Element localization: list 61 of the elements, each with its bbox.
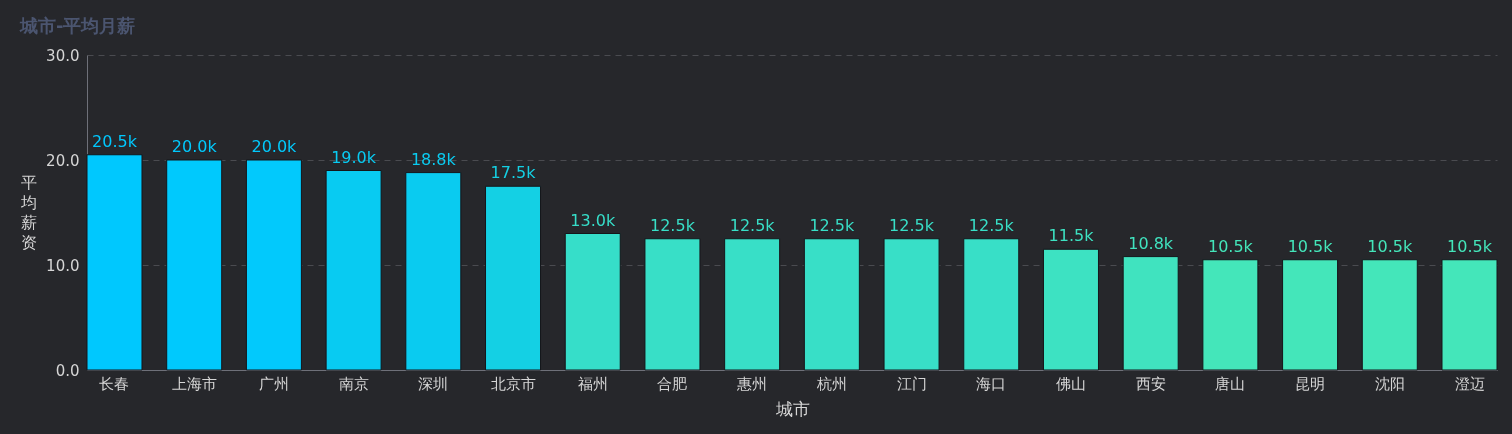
data-label: 12.5k bbox=[650, 215, 696, 235]
bar bbox=[963, 238, 1020, 371]
x-tick-label: 合肥 bbox=[657, 374, 688, 393]
data-label: 12.5k bbox=[809, 215, 856, 235]
data-label: 20.0k bbox=[251, 137, 298, 156]
data-label: 19.0k bbox=[331, 147, 377, 167]
data-label: 10.5k bbox=[1367, 236, 1413, 256]
bar bbox=[644, 238, 701, 371]
bar bbox=[405, 172, 462, 371]
bar bbox=[1441, 259, 1498, 371]
data-label: 17.5k bbox=[490, 163, 537, 183]
x-tick-label: 福州 bbox=[577, 374, 608, 393]
bar bbox=[166, 159, 223, 371]
x-tick-label: 西安 bbox=[1135, 374, 1166, 393]
bar bbox=[803, 238, 860, 371]
x-tick-label: 昆明 bbox=[1295, 374, 1326, 393]
data-label: 10.5k bbox=[1447, 236, 1493, 256]
bar bbox=[1202, 259, 1259, 371]
y-axis-title: 平均薪资 bbox=[19, 173, 37, 252]
x-tick-label: 海口 bbox=[976, 374, 1007, 393]
bar bbox=[564, 233, 621, 371]
data-label: 13.0k bbox=[570, 210, 616, 230]
data-label: 12.5k bbox=[968, 215, 1015, 235]
chart-title: 城市-平均月薪 bbox=[19, 15, 136, 36]
bar bbox=[883, 238, 940, 371]
data-label: 18.8k bbox=[410, 149, 457, 169]
bar bbox=[1282, 259, 1339, 371]
x-tick-label: 深圳 bbox=[418, 374, 449, 393]
bar bbox=[724, 238, 781, 371]
x-tick-label: 南京 bbox=[338, 374, 369, 393]
y-tick-label: 0.0 bbox=[55, 361, 80, 380]
x-axis-title: 城市 bbox=[774, 398, 810, 419]
data-label: 20.0k bbox=[171, 137, 218, 156]
data-label: 10.5k bbox=[1207, 236, 1254, 256]
x-tick-label: 江门 bbox=[896, 374, 927, 393]
bar bbox=[245, 159, 302, 371]
x-tick-label: 杭州 bbox=[815, 374, 847, 393]
x-tick-label: 北京市 bbox=[490, 374, 536, 393]
x-tick-label: 上海市 bbox=[171, 374, 217, 393]
x-tick-label: 沈阳 bbox=[1374, 374, 1405, 393]
data-label: 11.5k bbox=[1048, 226, 1095, 246]
data-label: 10.5k bbox=[1287, 236, 1334, 256]
bar bbox=[1361, 259, 1418, 371]
y-tick-label: 30.0 bbox=[46, 46, 80, 65]
bar bbox=[1122, 256, 1179, 371]
x-tick-label: 佛山 bbox=[1055, 374, 1086, 393]
y-tick-label: 10.0 bbox=[46, 256, 80, 275]
bar bbox=[485, 185, 542, 371]
bar bbox=[325, 170, 382, 371]
data-label: 10.8k bbox=[1128, 233, 1174, 253]
x-tick-label: 惠州 bbox=[736, 374, 768, 393]
bar bbox=[86, 154, 143, 371]
x-tick-label: 澄迈 bbox=[1454, 374, 1485, 393]
data-label: 20.5k bbox=[92, 131, 138, 151]
data-label: 12.5k bbox=[729, 215, 776, 235]
x-tick-label: 唐山 bbox=[1215, 374, 1246, 393]
x-tick-label: 长春 bbox=[99, 374, 130, 393]
y-tick-label: 20.0 bbox=[46, 151, 80, 170]
data-label: 12.5k bbox=[889, 215, 935, 235]
x-tick-label: 广州 bbox=[258, 374, 289, 393]
bar bbox=[1042, 248, 1099, 371]
